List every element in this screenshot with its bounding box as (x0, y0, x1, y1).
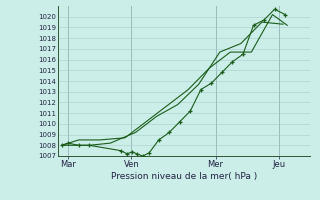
X-axis label: Pression niveau de la mer( hPa ): Pression niveau de la mer( hPa ) (111, 172, 257, 181)
